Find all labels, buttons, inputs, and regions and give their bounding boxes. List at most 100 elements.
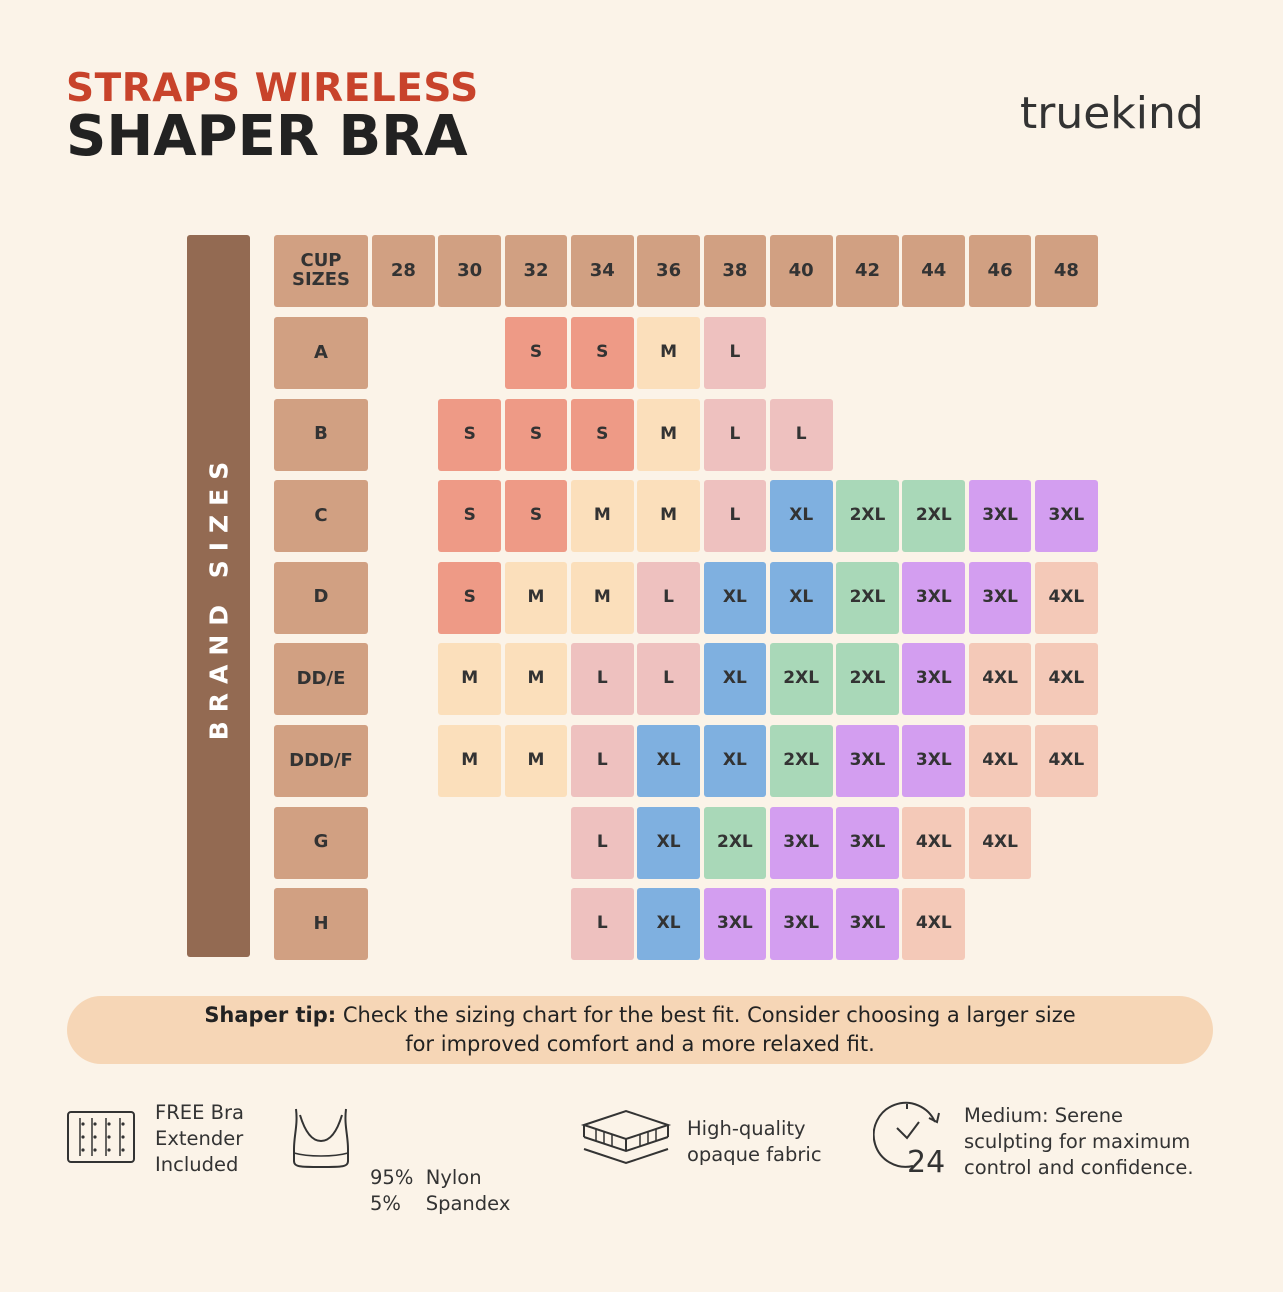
brand-sizes-label: BRAND SIZES [204, 452, 233, 740]
size-cell: M [504, 725, 568, 797]
band-size-header: 48 [1035, 235, 1098, 307]
size-cell: 4XL [1035, 643, 1098, 716]
size-cell: 2XL [769, 725, 833, 797]
size-cell: L [703, 398, 767, 471]
size-cell: L [637, 561, 700, 634]
size-cell: L [570, 806, 634, 879]
size-cell: 4XL [902, 806, 966, 879]
size-cell: 3XL [968, 480, 1032, 553]
size-cell: S [570, 317, 634, 389]
cup-size-label: D [274, 561, 368, 634]
size-cell: M [570, 480, 634, 553]
size-cell: 2XL [836, 480, 899, 553]
size-cell: S [438, 480, 502, 553]
size-cell: S [504, 480, 568, 553]
title-line-1: STRAPS WIRELESS [66, 66, 479, 111]
tip-line-2: for improved comfort and a more relaxed … [405, 1032, 875, 1056]
band-size-header: 46 [968, 235, 1032, 307]
size-cell: XL [703, 561, 767, 634]
size-cell: 3XL [1035, 480, 1098, 553]
size-cell: 3XL [769, 888, 833, 961]
feature-material: 95% Nylon 5% Spandex [370, 1166, 511, 1215]
feature-fabric: High-quality opaque fabric [687, 1117, 822, 1166]
size-cell: S [438, 398, 502, 471]
size-cell: 4XL [1035, 561, 1098, 634]
band-size-header: 32 [504, 235, 568, 307]
fabric-layers-icon [580, 1109, 672, 1165]
size-cell: XL [637, 725, 700, 797]
size-cell: 2XL [902, 480, 966, 553]
size-cell: 4XL [902, 888, 966, 961]
size-cell: 3XL [968, 561, 1032, 634]
size-cell: M [438, 643, 502, 716]
size-cell: 2XL [769, 643, 833, 716]
size-cell: L [570, 888, 634, 961]
size-cell: L [570, 725, 634, 797]
size-cell: 2XL [703, 806, 767, 879]
shaper-tip: Shaper tip: Check the sizing chart for t… [67, 996, 1213, 1064]
band-size-header: 36 [637, 235, 700, 307]
band-size-header: 40 [769, 235, 833, 307]
size-cell: 2XL [836, 643, 899, 716]
cup-size-label: C [274, 480, 368, 553]
size-cell: 3XL [902, 643, 966, 716]
size-cell: 3XL [836, 888, 899, 961]
feature-compression: Medium: Serene sculpting for maximum contr… [964, 1104, 1194, 1179]
size-cell: XL [703, 725, 767, 797]
size-cell: L [570, 643, 634, 716]
feature-extender: FREE Bra Extender Included [155, 1101, 244, 1176]
size-cell: S [504, 398, 568, 471]
size-cell: M [504, 561, 568, 634]
size-cell: S [570, 398, 634, 471]
band-size-header: 42 [836, 235, 899, 307]
cup-size-label: A [274, 317, 368, 389]
size-cell: XL [769, 561, 833, 634]
size-cell: L [703, 317, 767, 389]
size-cell: 3XL [902, 561, 966, 634]
size-cell: M [438, 725, 502, 797]
cup-size-label: DDD/F [274, 725, 368, 797]
size-cell: XL [637, 806, 700, 879]
cup-size-label: G [274, 806, 368, 879]
tip-label: Shaper tip: [204, 1003, 337, 1027]
brand-logo: truekind [1020, 88, 1204, 139]
size-cell: S [504, 317, 568, 389]
size-cell: XL [769, 480, 833, 553]
size-cell: 4XL [968, 725, 1032, 797]
size-cell: M [504, 643, 568, 716]
band-size-header: 34 [570, 235, 634, 307]
size-cell: M [637, 317, 700, 389]
size-cell: 3XL [902, 725, 966, 797]
size-cell: 3XL [836, 806, 899, 879]
size-cell: M [637, 480, 700, 553]
size-cell: S [438, 561, 502, 634]
svg-text:24: 24 [907, 1145, 945, 1176]
size-cell: M [637, 398, 700, 471]
size-cell: 4XL [1035, 725, 1098, 797]
brand-sizes-bar: BRAND SIZES [187, 235, 250, 957]
band-size-header: 30 [438, 235, 502, 307]
size-cell: M [570, 561, 634, 634]
cup-size-label: DD/E [274, 643, 368, 716]
size-cell: L [703, 480, 767, 553]
band-size-header: 28 [372, 235, 435, 307]
size-cell: L [769, 398, 833, 471]
size-cell: L [637, 643, 700, 716]
band-size-header: 44 [902, 235, 966, 307]
size-cell: 3XL [703, 888, 767, 961]
size-cell: XL [703, 643, 767, 716]
size-cell: 4XL [968, 806, 1032, 879]
band-size-header: 38 [703, 235, 767, 307]
clock-24-icon: 24 [873, 1101, 945, 1176]
cup-sizes-header: CUP SIZES [274, 235, 368, 307]
title-line-2: SHAPER BRA [66, 104, 468, 169]
size-cell: 3XL [769, 806, 833, 879]
size-cell: 2XL [836, 561, 899, 634]
tip-line-1: Check the sizing chart for the best fit.… [336, 1003, 1076, 1027]
bra-outline-icon [293, 1108, 349, 1168]
bra-extender-icon [67, 1111, 135, 1163]
cup-size-label: B [274, 398, 368, 471]
cup-size-label: H [274, 888, 368, 961]
size-cell: 4XL [968, 643, 1032, 716]
size-cell: 3XL [836, 725, 899, 797]
